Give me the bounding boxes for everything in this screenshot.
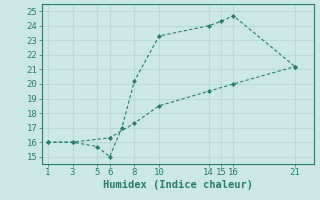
X-axis label: Humidex (Indice chaleur): Humidex (Indice chaleur) [103, 180, 252, 190]
